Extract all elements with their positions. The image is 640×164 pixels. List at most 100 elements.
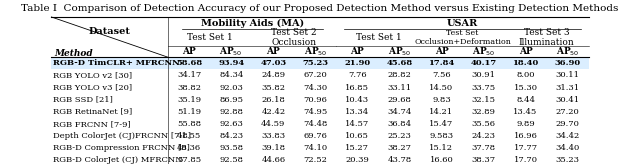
Text: 74.95: 74.95	[303, 108, 328, 116]
Text: 16.85: 16.85	[346, 84, 369, 92]
Text: Test Set 1: Test Set 1	[188, 33, 233, 42]
Text: 15.47: 15.47	[429, 120, 454, 128]
Text: RGB YOLO v2 [30]: RGB YOLO v2 [30]	[53, 72, 132, 79]
Text: Test Set 2
Occlusion: Test Set 2 Occlusion	[271, 28, 317, 48]
Text: 38.82: 38.82	[177, 84, 201, 92]
Text: 55.88: 55.88	[177, 120, 201, 128]
Text: 75.23: 75.23	[302, 59, 328, 67]
Text: RGB RetinaNet [9]: RGB RetinaNet [9]	[53, 108, 132, 116]
Text: 20.39: 20.39	[346, 156, 369, 164]
Text: 34.17: 34.17	[177, 72, 202, 79]
Text: 39.18: 39.18	[261, 144, 285, 152]
Text: 9.89: 9.89	[516, 120, 535, 128]
Text: Method: Method	[54, 49, 93, 58]
Text: Dataset: Dataset	[89, 27, 131, 36]
Text: Test Set 1: Test Set 1	[356, 33, 401, 42]
Text: 14.57: 14.57	[345, 120, 369, 128]
Text: 16.96: 16.96	[514, 132, 538, 140]
Text: AP$_{50}$: AP$_{50}$	[556, 46, 579, 58]
Text: 92.88: 92.88	[220, 108, 243, 116]
Text: 57.85: 57.85	[177, 156, 201, 164]
Text: 35.23: 35.23	[556, 156, 580, 164]
Text: 86.95: 86.95	[220, 96, 243, 104]
Text: Test Set 3
Illumination: Test Set 3 Illumination	[518, 28, 575, 48]
Text: 72.52: 72.52	[303, 156, 327, 164]
Text: 9.583: 9.583	[429, 132, 454, 140]
Text: 33.83: 33.83	[261, 132, 285, 140]
Text: 45.68: 45.68	[387, 59, 413, 67]
Text: 29.68: 29.68	[387, 96, 412, 104]
Text: 35.82: 35.82	[261, 84, 285, 92]
Text: AP: AP	[435, 47, 449, 56]
Text: 27.20: 27.20	[556, 108, 579, 116]
Text: 37.78: 37.78	[472, 144, 495, 152]
Text: 24.89: 24.89	[261, 72, 285, 79]
Text: 13.45: 13.45	[513, 108, 538, 116]
Text: 34.42: 34.42	[556, 132, 580, 140]
Text: 15.30: 15.30	[513, 84, 538, 92]
Text: 14.21: 14.21	[429, 108, 454, 116]
Text: 35.56: 35.56	[472, 120, 495, 128]
Text: 38.37: 38.37	[472, 156, 495, 164]
Text: 93.94: 93.94	[218, 59, 244, 67]
Bar	[51, 57, 589, 69]
Text: 7.56: 7.56	[432, 72, 451, 79]
Text: 17.70: 17.70	[513, 156, 538, 164]
Text: 14.50: 14.50	[429, 84, 454, 92]
Text: 17.84: 17.84	[428, 59, 454, 67]
Text: 34.74: 34.74	[387, 108, 412, 116]
Text: RGB-D Compression FRCNN [9]: RGB-D Compression FRCNN [9]	[53, 144, 190, 152]
Text: AP: AP	[182, 47, 196, 56]
Text: RGB YOLO v3 [20]: RGB YOLO v3 [20]	[53, 84, 132, 92]
Text: 42.42: 42.42	[261, 108, 285, 116]
Text: 8.00: 8.00	[516, 72, 535, 79]
Text: 84.23: 84.23	[219, 132, 243, 140]
Text: AP: AP	[266, 47, 280, 56]
Text: Mobility Aids (MA): Mobility Aids (MA)	[201, 19, 304, 28]
Text: 51.19: 51.19	[177, 108, 201, 116]
Text: 16.60: 16.60	[429, 156, 453, 164]
Text: 47.03: 47.03	[260, 59, 286, 67]
Text: Depth ColorJet (CJ)FRCNN [7-8]: Depth ColorJet (CJ)FRCNN [7-8]	[53, 132, 191, 140]
Text: RGB SSD [21]: RGB SSD [21]	[53, 96, 113, 104]
Text: 18.40: 18.40	[513, 59, 539, 67]
Text: RGB FRCNN [7-9]: RGB FRCNN [7-9]	[53, 120, 131, 128]
Text: 15.27: 15.27	[346, 144, 369, 152]
Text: 74.10: 74.10	[303, 144, 328, 152]
Text: 38.27: 38.27	[387, 144, 412, 152]
Text: Test Set
Occlusion+Deformation: Test Set Occlusion+Deformation	[414, 29, 511, 46]
Text: USAR: USAR	[447, 19, 478, 28]
Text: 21.90: 21.90	[344, 59, 371, 67]
Text: 44.59: 44.59	[261, 120, 285, 128]
Text: 36.90: 36.90	[554, 59, 580, 67]
Text: 70.96: 70.96	[303, 96, 327, 104]
Text: 13.34: 13.34	[345, 108, 369, 116]
Text: 29.70: 29.70	[556, 120, 580, 128]
Text: 26.18: 26.18	[261, 96, 285, 104]
Text: RGB-D ColorJet (CJ) MFRCNN: RGB-D ColorJet (CJ) MFRCNN	[53, 156, 182, 164]
Text: 48.36: 48.36	[177, 144, 201, 152]
Text: Table I  Comparison of Detection Accuracy of our Proposed Detection Method versu: Table I Comparison of Detection Accuracy…	[21, 4, 619, 13]
Text: 25.23: 25.23	[387, 132, 412, 140]
Text: 92.63: 92.63	[220, 120, 243, 128]
Text: 30.91: 30.91	[472, 72, 495, 79]
Text: 93.58: 93.58	[219, 144, 243, 152]
Text: 41.55: 41.55	[177, 132, 202, 140]
Text: 24.23: 24.23	[472, 132, 495, 140]
Text: 32.15: 32.15	[472, 96, 495, 104]
Text: AP$_{50}$: AP$_{50}$	[220, 46, 243, 58]
Text: 31.31: 31.31	[556, 84, 580, 92]
Text: RGB-D TimCLR+ MFRCNN: RGB-D TimCLR+ MFRCNN	[53, 59, 180, 67]
Text: 10.43: 10.43	[346, 96, 369, 104]
Text: AP$_{50}$: AP$_{50}$	[303, 46, 327, 58]
Text: 28.82: 28.82	[387, 72, 412, 79]
Text: 17.77: 17.77	[513, 144, 538, 152]
Text: 30.11: 30.11	[556, 72, 580, 79]
Text: AP$_{50}$: AP$_{50}$	[472, 46, 495, 58]
Text: 34.40: 34.40	[556, 144, 580, 152]
Text: 67.20: 67.20	[303, 72, 327, 79]
Text: 36.84: 36.84	[387, 120, 412, 128]
Text: 33.75: 33.75	[472, 84, 495, 92]
Text: 7.76: 7.76	[348, 72, 367, 79]
Text: 15.12: 15.12	[429, 144, 454, 152]
